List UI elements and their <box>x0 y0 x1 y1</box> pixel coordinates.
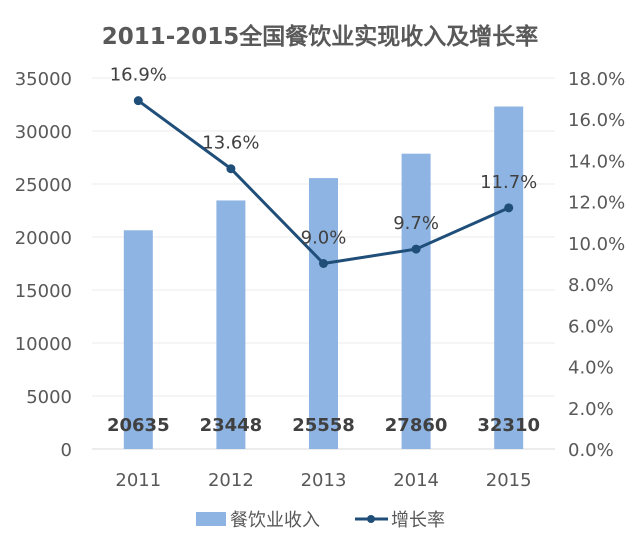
right-tick-label: 4.0% <box>568 358 614 379</box>
right-tick-label: 0.0% <box>568 440 614 461</box>
legend-bar-label: 餐饮业收入 <box>230 510 320 531</box>
axes: 0 5000 10000 15000 20000 25000 30000 35000 0.0% 2… <box>15 69 625 491</box>
line-data-label: 9.0% <box>301 228 347 249</box>
line-point <box>226 164 236 174</box>
line-point <box>133 96 143 106</box>
line-point <box>319 259 328 268</box>
line-point <box>411 244 421 254</box>
right-tick-label: 18.0% <box>568 69 625 90</box>
line-data-label: 9.7% <box>393 213 439 234</box>
left-tick-label: 10000 <box>15 334 72 355</box>
bar <box>401 153 431 449</box>
x-tick-label: 2012 <box>208 470 254 491</box>
bar-data-label: 23448 <box>200 415 263 436</box>
left-tick-label: 15000 <box>15 281 72 302</box>
x-tick-label: 2015 <box>486 470 532 491</box>
x-tick-label: 2014 <box>393 470 439 491</box>
x-tick-label: 2011 <box>115 470 161 491</box>
right-tick-label: 6.0% <box>568 316 614 337</box>
bar <box>494 106 524 449</box>
left-tick-label: 25000 <box>15 175 72 196</box>
right-tick-label: 16.0% <box>568 110 625 131</box>
line-data-label: 16.9% <box>110 65 167 86</box>
right-tick-label: 8.0% <box>568 275 614 296</box>
legend-line-label: 增长率 <box>391 510 445 531</box>
right-tick-label: 2.0% <box>568 399 614 420</box>
bar-data-label: 32310 <box>477 415 540 436</box>
bar <box>216 200 246 449</box>
chart-title: 2011-2015全国餐饮业实现收入及增长率 <box>102 23 539 50</box>
right-tick-label: 12.0% <box>568 193 625 214</box>
bar <box>123 230 153 449</box>
bar-data-label: 25558 <box>292 415 355 436</box>
left-tick-label: 5000 <box>26 387 72 408</box>
left-tick-label: 0 <box>61 440 72 461</box>
legend-bar-swatch <box>196 512 226 526</box>
left-tick-label: 30000 <box>15 122 72 143</box>
bar <box>309 178 338 449</box>
x-tick-label: 2013 <box>301 470 347 491</box>
right-tick-label: 10.0% <box>568 234 625 255</box>
line-point <box>504 203 514 213</box>
bars: 20635 23448 25558 27860 32310 <box>107 106 540 449</box>
legend: 餐饮业收入 增长率 <box>196 510 445 531</box>
line-series: 16.9% 13.6% 9.0% 9.7% 11.7% <box>110 65 537 268</box>
left-tick-label: 35000 <box>15 69 72 90</box>
right-tick-label: 14.0% <box>568 151 625 172</box>
bar-data-label: 20635 <box>107 415 170 436</box>
bar-data-label: 27860 <box>385 415 448 436</box>
legend-line-marker <box>367 515 375 523</box>
line-data-label: 13.6% <box>202 133 259 154</box>
left-tick-label: 20000 <box>15 228 72 249</box>
line-data-label: 11.7% <box>480 172 537 193</box>
